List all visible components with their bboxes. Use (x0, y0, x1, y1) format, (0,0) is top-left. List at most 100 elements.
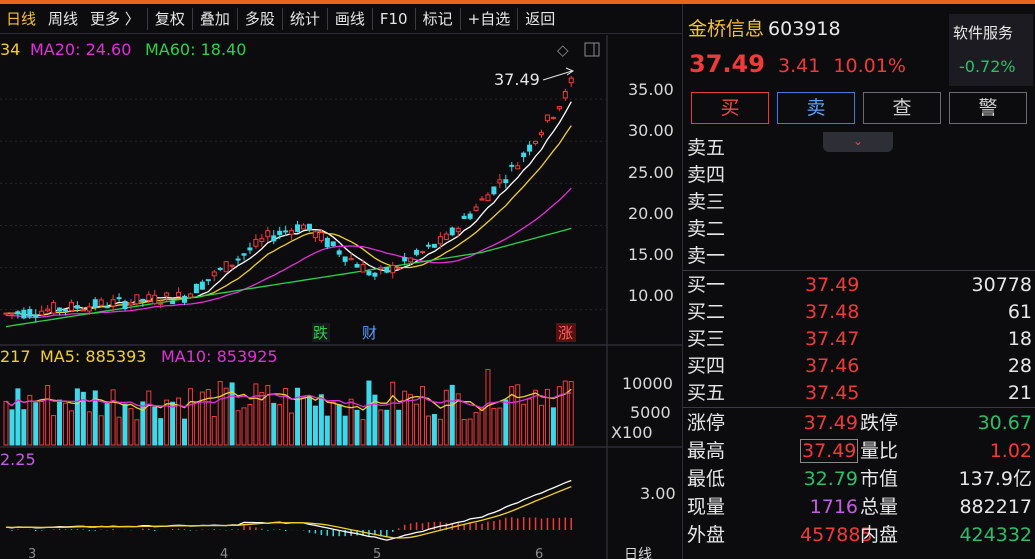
bid-row[interactable]: 买三 37.47 18 (683, 326, 1035, 353)
candle-body (229, 264, 235, 267)
tab-weekly[interactable]: 周线 (48, 9, 79, 28)
macd-legend: 2.25 (0, 450, 36, 469)
candle-body (491, 186, 497, 195)
toolbar-divider (191, 7, 193, 30)
candle-body (205, 279, 211, 282)
bid-row[interactable]: 买五 37.45 21 (683, 380, 1035, 407)
panel-toggle-icon[interactable] (584, 42, 600, 57)
tab-more[interactable]: 更多 〉 (90, 9, 140, 28)
macd-dif-line (5, 479, 572, 541)
draw-line-button[interactable]: 画线 (334, 9, 365, 28)
bid-row[interactable]: 买四 37.46 28 (683, 353, 1035, 380)
alert-button[interactable]: 警 (949, 92, 1027, 124)
diamond-icon[interactable]: ◇ (557, 41, 569, 59)
volume-bar (140, 401, 146, 446)
query-button[interactable]: 查 (863, 92, 941, 124)
volume-unit-label: X100 (611, 423, 653, 442)
marker-die[interactable]: 跌 (313, 324, 328, 342)
multi-stock-button[interactable]: 多股 (244, 9, 275, 28)
volume-bar (27, 394, 33, 446)
candle-body (122, 301, 128, 310)
candle-body (253, 238, 259, 247)
stat-value: 137.9亿 (958, 468, 1032, 490)
stat-value: 30.67 (977, 412, 1032, 434)
stats-row: 涨停 37.49 跌停 30.67 (683, 409, 1035, 437)
bid-row[interactable]: 买一 37.49 30778 (683, 272, 1035, 299)
volume-bar (289, 412, 295, 446)
volume-bar (187, 388, 193, 446)
volume-bar (443, 389, 449, 446)
ask-row[interactable]: 卖五 (683, 135, 1035, 162)
candle-body (182, 295, 187, 303)
volume-bar (15, 388, 21, 446)
tab-daily[interactable]: 日线 (6, 9, 37, 28)
quote-stats: 涨停 37.49 跌停 30.67 最高 37.49 量比 1.02 最低 32.79 市值 13… (683, 409, 1035, 549)
ask-row[interactable]: 卖四 (683, 162, 1035, 189)
volume-bar (509, 386, 515, 446)
stat-label: 市值 (860, 468, 899, 490)
stock-code: 603918 (768, 18, 841, 40)
ask-label: 卖四 (687, 164, 726, 186)
candle-body (140, 298, 146, 302)
candle-body (158, 302, 164, 305)
volume-bar (223, 387, 229, 446)
overlay-button[interactable]: 叠加 (199, 9, 230, 28)
candle-body (277, 230, 283, 236)
price-tick: 30.00 (628, 121, 674, 140)
candle-body (235, 258, 241, 261)
candle-body (360, 264, 366, 273)
candle-body (348, 257, 354, 261)
candle-body (414, 249, 420, 255)
ask-row[interactable]: 卖三 (683, 189, 1035, 216)
candle-body (467, 213, 473, 219)
mark-button[interactable]: 标记 (422, 9, 453, 28)
statistics-button[interactable]: 统计 (289, 9, 320, 28)
volume-bar (420, 385, 425, 446)
volume-bar (342, 415, 348, 446)
marker-cai[interactable]: 财 (362, 324, 377, 342)
volume-bar (550, 407, 556, 446)
volume-bar (497, 407, 503, 446)
volume-bar (503, 399, 509, 446)
orderbook-divider (683, 270, 1035, 271)
marker-zhang[interactable]: 涨 (558, 324, 573, 342)
candle-body (556, 105, 562, 110)
volume-bar (360, 419, 366, 446)
sector-name[interactable]: 软件服务 (953, 24, 1014, 42)
volume-bar (170, 401, 176, 446)
bid-label: 买三 (687, 328, 726, 350)
f10-button[interactable]: F10 (379, 9, 408, 28)
candle-body (164, 292, 170, 297)
kline-chart[interactable]: 34 MA20: 24.60 MA60: 18.40 217 MA5: 8853… (0, 35, 682, 559)
kline-chart-svg[interactable]: 34 MA20: 24.60 MA60: 18.40 217 MA5: 8853… (0, 35, 682, 559)
volume-bar (122, 403, 128, 446)
volume-bar (277, 404, 283, 446)
bid-row[interactable]: 买二 37.48 61 (683, 299, 1035, 326)
volume-bar (568, 381, 574, 446)
sell-button[interactable]: 卖 (777, 92, 855, 124)
toolbar-divider (146, 7, 148, 30)
stock-header: 金桥信息 603918 (688, 14, 841, 41)
candle-body (152, 294, 158, 305)
volume-bar (414, 403, 420, 446)
candle-body (533, 140, 539, 145)
marker-zhang-bg (556, 323, 576, 342)
candle-body (497, 179, 503, 184)
adjust-button[interactable]: 复权 (154, 9, 185, 28)
expand-chevron-icon[interactable]: ⌄ (823, 132, 893, 152)
ask-row[interactable]: 卖二 (683, 216, 1035, 243)
stat-value: 882217 (959, 496, 1032, 518)
stat-value: 424332 (959, 524, 1032, 546)
stat-label: 跌停 (860, 412, 899, 434)
sector-box[interactable] (949, 14, 1033, 86)
volume-bar (354, 409, 360, 446)
candle-body (324, 237, 330, 248)
sector-change: -0.72% (959, 57, 1016, 76)
buy-button[interactable]: 买 (691, 92, 769, 124)
ma5-line (5, 101, 572, 317)
add-watchlist-button[interactable]: +自选 (467, 9, 511, 28)
candle-body (408, 257, 414, 263)
ask-row[interactable]: 卖一 (683, 243, 1035, 270)
volume-bar (259, 391, 265, 446)
back-button[interactable]: 返回 (525, 9, 556, 28)
